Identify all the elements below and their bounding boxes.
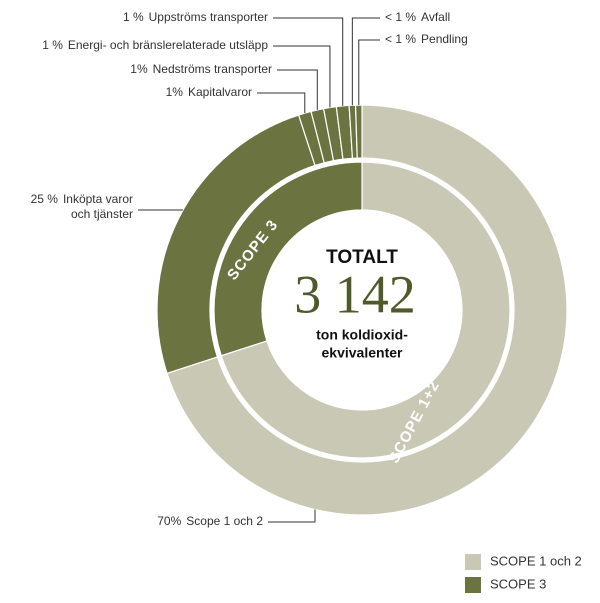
leader-line (351, 17, 380, 106)
leader-line (358, 39, 380, 106)
outer-label: < 1 % Avfall (385, 10, 450, 25)
outer-label: 25 % Inköpta varor och tjänster (13, 192, 133, 222)
value-label: < 1 % (385, 10, 417, 24)
value-label: 1 % (42, 38, 63, 52)
legend-swatch (465, 554, 481, 570)
outer-label: 1% Nedströms transporter (130, 62, 272, 77)
category-label: Nedströms transporter (152, 62, 272, 76)
legend-label: SCOPE 1 och 2 (490, 553, 582, 568)
outer-label: 1% Kapitalvaror (166, 85, 252, 100)
leader-line (268, 509, 316, 523)
value-label: 1% (130, 62, 148, 76)
outer-segment (354, 104, 363, 159)
leader-line (273, 17, 344, 106)
category-label: Pendling (421, 32, 468, 46)
inner-segment (220, 161, 511, 459)
outer-label: < 1 % Pendling (385, 32, 468, 47)
category-label: Scope 1 och 2 (186, 514, 263, 528)
value-label: 1 % (122, 10, 144, 24)
legend-swatch (465, 577, 481, 593)
value-label: 70% (157, 514, 182, 528)
center-unit: ekvivalenter (322, 345, 403, 361)
center-unit: ton koldioxid- (316, 327, 408, 343)
center-title: TOTALT (326, 247, 398, 268)
outer-label: 70% Scope 1 och 2 (157, 514, 263, 529)
category-label: Energi- och bränslerelaterade utsläpp (67, 38, 268, 52)
leader-line (257, 92, 306, 114)
leader-line (273, 45, 331, 108)
leader-line (277, 69, 318, 110)
category-label: Kapitalvaror (187, 85, 252, 99)
inner-segment (213, 161, 363, 357)
value-label: 25 % (30, 192, 58, 206)
outer-label: 1 % Energi- och bränslerelaterade utsläpp (42, 38, 268, 53)
center-total: 3 142 (294, 264, 416, 324)
legend-label: SCOPE 3 (490, 576, 546, 591)
category-label: Inköpta varor och tjänster (62, 192, 133, 221)
category-label: Uppströms transporter (148, 10, 268, 24)
value-label: 1% (165, 85, 183, 99)
outer-label: 1 % Uppströms transporter (123, 10, 268, 25)
category-label: Avfall (421, 10, 451, 24)
outer-segment (166, 104, 568, 516)
value-label: < 1 % (385, 32, 417, 46)
